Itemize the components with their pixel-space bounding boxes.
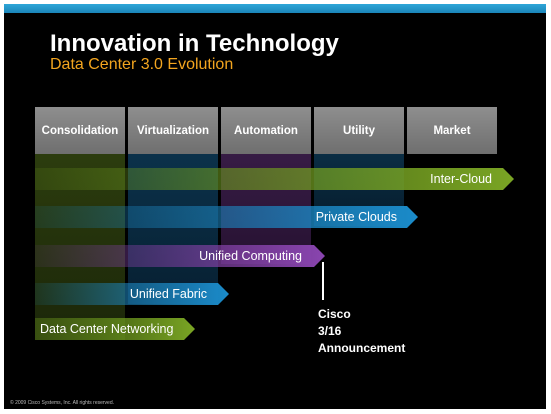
column-header-automation: Automation <box>221 107 311 154</box>
arrow-unified-fabric <box>35 283 229 305</box>
column-header-market: Market <box>407 107 497 154</box>
slide: Innovation in Technology Data Center 3.0… <box>4 4 546 409</box>
column-header-utility: Utility <box>314 107 404 154</box>
arrow-inter-cloud <box>35 168 514 190</box>
arrow-unified-computing <box>35 245 325 267</box>
announcement-line-3: Announcement <box>318 341 406 355</box>
arrow-data-center-networking <box>35 318 195 340</box>
arrow-label-unified-computing: Unified Computing <box>199 249 302 263</box>
announcement-line-1: Cisco <box>318 307 351 321</box>
arrow-label-private-clouds: Private Clouds <box>315 210 397 224</box>
top-accent-bar <box>4 4 546 13</box>
announcement-line-2: 3/16 <box>318 324 342 338</box>
column-header-virtualization: Virtualization <box>128 107 218 154</box>
arrow-label-unified-fabric: Unified Fabric <box>129 287 207 301</box>
column-header-consolidation: Consolidation <box>35 107 125 154</box>
slide-subtitle: Data Center 3.0 Evolution <box>50 56 234 73</box>
copyright-notice: © 2009 Cisco Systems, Inc. All rights re… <box>10 400 115 406</box>
slide-title: Innovation in Technology <box>50 30 339 57</box>
arrow-private-clouds <box>35 206 418 228</box>
announcement-marker-line <box>322 262 324 300</box>
arrow-label-data-center-networking: Data Center Networking <box>40 322 174 336</box>
arrow-label-inter-cloud: Inter-Cloud <box>430 172 492 186</box>
